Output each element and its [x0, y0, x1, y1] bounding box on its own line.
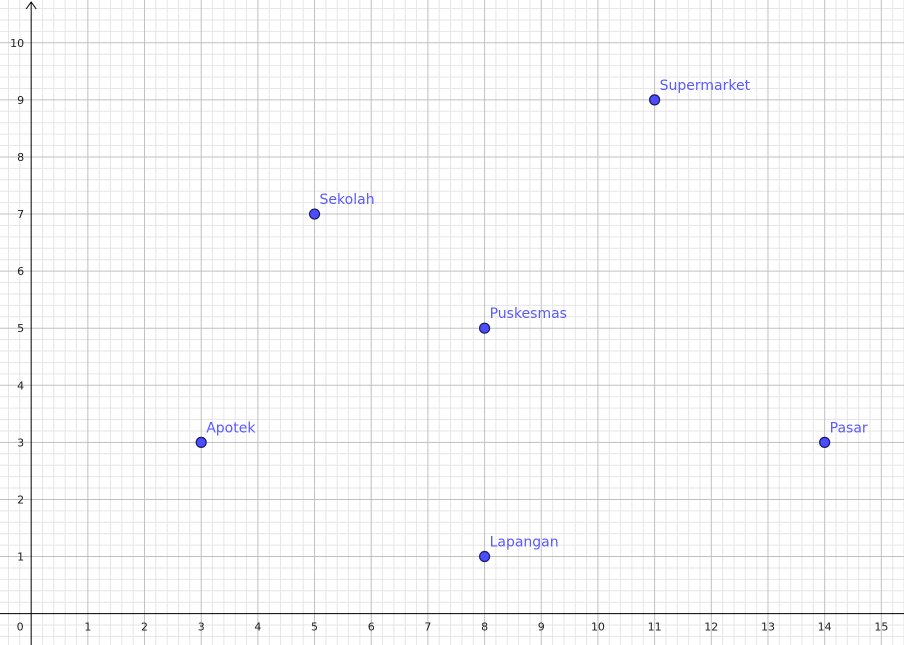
x-tick-label: 6	[368, 621, 375, 634]
y-tick-label: 2	[17, 493, 24, 506]
point-supermarket: Supermarket	[649, 78, 751, 106]
x-tick-label: 11	[648, 621, 662, 634]
point-lapangan: Lapangan	[478, 535, 559, 563]
y-tick-label: 6	[17, 265, 24, 278]
y-tick-label: 8	[17, 151, 24, 164]
y-tick-label: 1	[17, 551, 24, 564]
point-marker	[819, 436, 831, 448]
point-label: Sekolah	[320, 192, 375, 208]
point-sekolah: Sekolah	[308, 192, 375, 220]
y-tick-label: 7	[17, 208, 24, 221]
x-tick-label: 9	[538, 621, 545, 634]
x-tick-label: 8	[481, 621, 488, 634]
point-marker	[195, 436, 207, 448]
x-tick-label: 7	[424, 621, 431, 634]
x-tick-label: 12	[704, 621, 718, 634]
y-tick-label: 5	[17, 322, 24, 335]
point-label: Supermarket	[660, 78, 751, 94]
x-tick-label: 13	[761, 621, 775, 634]
point-puskesmas: Puskesmas	[478, 306, 567, 334]
x-tick-label: 1	[84, 621, 91, 634]
data-points: Sekolah Supermarket Puskesmas Apotek Pasar La…	[195, 78, 868, 563]
point-marker	[649, 94, 661, 106]
x-tick-label: 15	[874, 621, 888, 634]
x-tick-label: 5	[311, 621, 318, 634]
x-tick-label: 4	[254, 621, 261, 634]
x-tick-label: 10	[591, 621, 605, 634]
point-apotek: Apotek	[195, 420, 256, 448]
point-marker	[478, 322, 491, 334]
y-tick-label: 3	[17, 436, 24, 449]
point-label: Apotek	[206, 420, 256, 436]
y-tick-label: 4	[17, 379, 24, 392]
x-tick-label: 14	[818, 621, 832, 634]
point-pasar: Pasar	[819, 420, 868, 448]
point-label: Lapangan	[490, 535, 559, 551]
x-tick-label: 3	[198, 621, 205, 634]
y-axis-arrow-icon	[25, 1, 37, 10]
point-label: Pasar	[830, 420, 868, 436]
point-marker	[308, 208, 321, 220]
point-marker	[478, 550, 491, 563]
x-tick-label: 2	[141, 621, 148, 634]
x-tick-label: 0	[17, 621, 24, 634]
point-label: Puskesmas	[490, 306, 567, 322]
y-tick-label: 9	[17, 94, 24, 107]
y-tick-label: 10	[10, 37, 24, 50]
